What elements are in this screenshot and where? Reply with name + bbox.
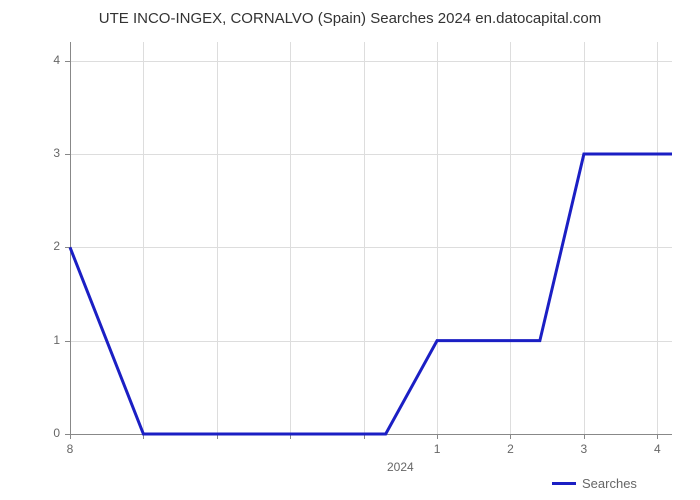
legend-swatch: [552, 482, 576, 485]
y-tick-label: 0: [30, 426, 60, 440]
chart-container: UTE INCO-INGEX, CORNALVO (Spain) Searche…: [0, 0, 700, 500]
series-line: [70, 154, 672, 434]
legend: Searches: [552, 476, 637, 491]
x-tick-label: 3: [564, 442, 604, 456]
x-tick-label: 1: [417, 442, 457, 456]
x-tick-label: 2: [490, 442, 530, 456]
y-tick-label: 1: [30, 333, 60, 347]
plot-area: 01234812342024: [70, 42, 672, 434]
chart-title: UTE INCO-INGEX, CORNALVO (Spain) Searche…: [0, 10, 700, 27]
x-sub-label: 2024: [370, 460, 430, 474]
y-tick-label: 3: [30, 146, 60, 160]
legend-label: Searches: [582, 476, 637, 491]
series-layer: [70, 42, 672, 434]
x-tick-label: 4: [637, 442, 677, 456]
x-tick-label: 8: [50, 442, 90, 456]
y-tick-label: 2: [30, 239, 60, 253]
y-tick-label: 4: [30, 53, 60, 67]
